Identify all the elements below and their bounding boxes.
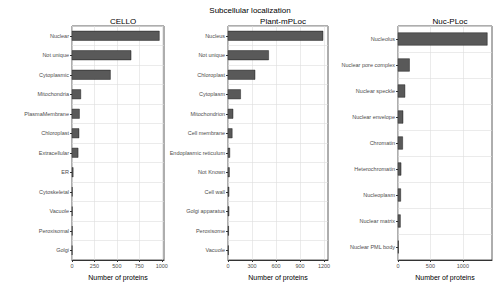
svg-text:Cell membrane: Cell membrane xyxy=(188,130,225,136)
svg-text:600: 600 xyxy=(271,263,280,269)
svg-text:Number of proteins: Number of proteins xyxy=(415,274,475,282)
svg-text:Nucleoplasm: Nucleoplasm xyxy=(363,192,395,198)
svg-text:0: 0 xyxy=(226,263,229,269)
svg-text:900: 900 xyxy=(295,263,304,269)
svg-text:Chloroplast: Chloroplast xyxy=(41,130,69,136)
svg-text:Number of proteins: Number of proteins xyxy=(248,274,308,282)
svg-text:Subcellular localization: Subcellular localization xyxy=(209,6,290,15)
svg-text:Mitochondrion: Mitochondrion xyxy=(190,111,225,117)
svg-text:Not unique: Not unique xyxy=(42,52,69,58)
svg-text:Endoplasmic reticulum: Endoplasmic reticulum xyxy=(170,150,226,156)
svg-text:0: 0 xyxy=(396,263,399,269)
svg-text:Cytoplasm: Cytoplasm xyxy=(199,91,225,97)
svg-text:Vacuole: Vacuole xyxy=(50,208,69,214)
svg-text:750: 750 xyxy=(135,263,144,269)
svg-text:Chloroplast: Chloroplast xyxy=(197,72,225,78)
svg-text:1000: 1000 xyxy=(457,263,469,269)
svg-text:500: 500 xyxy=(112,263,121,269)
svg-text:Number of proteins: Number of proteins xyxy=(88,274,148,282)
svg-text:1200: 1200 xyxy=(318,263,330,269)
svg-text:Golgi apparatus: Golgi apparatus xyxy=(186,208,225,214)
svg-text:Nucleus: Nucleus xyxy=(205,33,225,39)
svg-text:Nucleolus: Nucleolus xyxy=(371,36,395,42)
svg-text:CELLO: CELLO xyxy=(110,17,136,26)
svg-text:Nuclear pore complex: Nuclear pore complex xyxy=(342,62,396,68)
svg-text:Vacuole: Vacuole xyxy=(206,247,225,253)
svg-text:Extracellular: Extracellular xyxy=(39,150,69,156)
svg-text:Peroxisome: Peroxisome xyxy=(196,228,225,234)
svg-text:0: 0 xyxy=(70,263,73,269)
svg-text:Peroxisomal: Peroxisomal xyxy=(39,228,69,234)
svg-text:Nuclear: Nuclear xyxy=(50,33,69,39)
svg-text:Mitochondria: Mitochondria xyxy=(38,91,70,97)
svg-text:1000: 1000 xyxy=(156,263,168,269)
svg-text:250: 250 xyxy=(90,263,99,269)
svg-text:500: 500 xyxy=(426,263,435,269)
svg-text:Not Known: Not Known xyxy=(198,169,225,175)
svg-text:Nuclear envelope: Nuclear envelope xyxy=(352,114,395,120)
svg-text:Not unique: Not unique xyxy=(198,52,225,58)
svg-text:ER: ER xyxy=(61,169,69,175)
svg-text:Nuc-PLoc: Nuc-PLoc xyxy=(432,17,467,26)
svg-text:Cytoskeletal: Cytoskeletal xyxy=(39,189,69,195)
svg-text:Chromatin: Chromatin xyxy=(370,140,395,146)
svg-text:Cytoplasmic: Cytoplasmic xyxy=(39,72,69,78)
svg-text:300: 300 xyxy=(247,263,256,269)
svg-text:Cell wall: Cell wall xyxy=(205,189,225,195)
svg-text:Nuclear PML body: Nuclear PML body xyxy=(350,244,395,250)
svg-text:Heterochromatin: Heterochromatin xyxy=(354,166,395,172)
svg-text:Nuclear speckle: Nuclear speckle xyxy=(356,88,395,94)
svg-text:Golgi: Golgi xyxy=(56,247,69,253)
svg-text:Nuclear matrix: Nuclear matrix xyxy=(360,218,396,224)
svg-text:Plant-mPLoc: Plant-mPLoc xyxy=(260,17,306,26)
svg-text:PlasmaMembrane: PlasmaMembrane xyxy=(24,111,69,117)
